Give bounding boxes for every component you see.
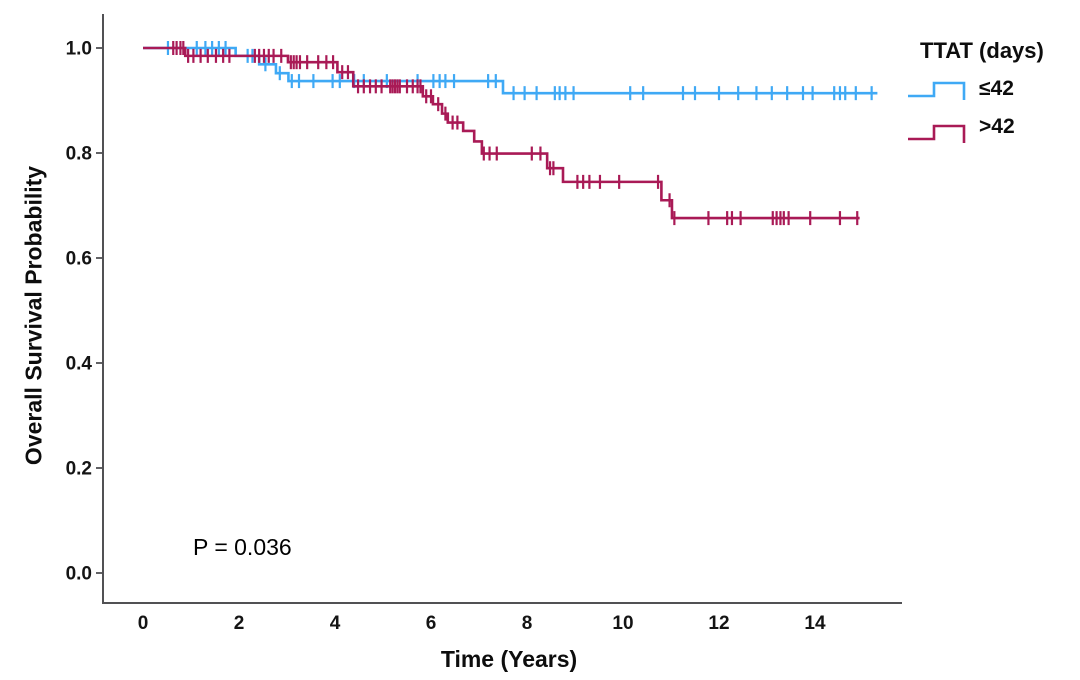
y-tick-label: 0.4 — [66, 354, 93, 375]
x-tick-label: 12 — [708, 613, 729, 634]
y-tick-label: 0.6 — [66, 249, 92, 270]
p-value-annotation: P = 0.036 — [193, 534, 292, 560]
step-line-glyph-le42 — [908, 81, 966, 100]
censor-marks-gt42 — [172, 41, 859, 226]
x-tick-label: 8 — [522, 613, 533, 634]
x-tick-label: 2 — [234, 613, 245, 634]
y-axis-title: Overall Survival Probability — [20, 165, 47, 466]
y-tick-label: 0.2 — [66, 459, 92, 480]
x-tick-label: 0 — [138, 613, 149, 634]
legend-item-le42: ≤42 — [979, 77, 1014, 100]
survival-curve-le42 — [143, 46, 878, 95]
legend-item-gt42: >42 — [979, 115, 1015, 138]
y-tick-label: 1.0 — [66, 39, 92, 60]
legend-title: TTAT (days) — [920, 38, 1044, 63]
censor-marks-le42 — [166, 41, 873, 101]
x-axis-title: Time (Years) — [440, 646, 578, 672]
step-line-glyph-gt42 — [908, 124, 966, 143]
x-tick-label: 14 — [804, 613, 826, 634]
y-tick-label: 0.0 — [66, 564, 92, 585]
y-tick-label: 0.8 — [66, 144, 92, 165]
x-tick-label: 4 — [330, 613, 341, 634]
survival-curve-gt42 — [143, 46, 860, 220]
x-tick-label: 6 — [426, 613, 437, 634]
x-tick-label: 10 — [612, 613, 633, 634]
